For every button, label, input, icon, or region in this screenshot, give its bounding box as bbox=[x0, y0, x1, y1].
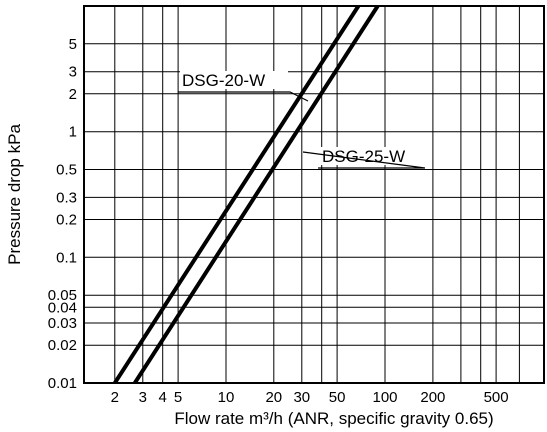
x-tick-label: 100 bbox=[372, 389, 397, 406]
x-tick-label: 500 bbox=[484, 389, 509, 406]
callout-leader-line bbox=[302, 151, 426, 169]
x-tick-label: 5 bbox=[174, 389, 182, 406]
x-tick-label: 2 bbox=[111, 389, 119, 406]
x-tick-label: 4 bbox=[159, 389, 167, 406]
y-tick-label: 0.05 bbox=[48, 287, 77, 304]
y-tick-label: 0.02 bbox=[48, 337, 77, 354]
callout-background bbox=[180, 71, 288, 89]
x-tick-labels: 2 3 4 5 10 20 30 50 100 200 500 bbox=[111, 389, 509, 406]
series-callout-label: DSG-20-W bbox=[182, 71, 265, 90]
y-tick-label: 0.5 bbox=[56, 162, 77, 179]
x-tick-label: 50 bbox=[329, 389, 346, 406]
y-tick-label: 0.3 bbox=[56, 189, 77, 206]
series-callouts: DSG-20-W DSG-25-W bbox=[178, 71, 426, 169]
x-tick-label: 20 bbox=[265, 389, 282, 406]
callout-background bbox=[320, 147, 423, 165]
y-axis-label: Pressure drop kPa bbox=[5, 124, 24, 265]
grid bbox=[84, 6, 544, 383]
x-tick-label: 200 bbox=[420, 389, 445, 406]
y-tick-label: 0.04 bbox=[48, 299, 77, 316]
series-callout-label: DSG-25-W bbox=[322, 147, 405, 166]
series-lines bbox=[113, 4, 380, 385]
x-tick-label: 3 bbox=[139, 389, 147, 406]
callout-leader-line bbox=[178, 91, 309, 102]
y-tick-label: 5 bbox=[69, 36, 77, 53]
y-tick-label: 3 bbox=[69, 64, 77, 81]
y-tick-labels: 0.01 0.02 0.030.040.05 0.1 0.2 0.3 0.5 1 2 3 5 bbox=[48, 36, 77, 392]
series-line-1 bbox=[113, 4, 361, 385]
x-axis-label: Flow rate m³/h (ANR, specific gravity 0.… bbox=[174, 409, 493, 428]
series-line-2 bbox=[133, 4, 380, 385]
plot-frame bbox=[83, 5, 545, 384]
y-tick-label: 2 bbox=[69, 86, 77, 103]
y-tick-label: 0.03 bbox=[48, 315, 77, 332]
y-tick-label: 1 bbox=[69, 124, 77, 141]
x-tick-label: 30 bbox=[293, 389, 310, 406]
y-tick-label: 0.2 bbox=[56, 212, 77, 229]
y-tick-label: 0.01 bbox=[48, 375, 77, 392]
x-tick-label: 10 bbox=[218, 389, 235, 406]
y-tick-label: 0.1 bbox=[56, 249, 77, 266]
